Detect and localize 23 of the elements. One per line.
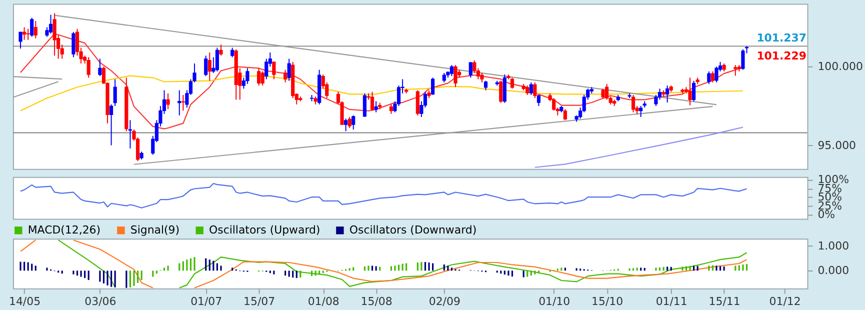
- x-tick-label: 14/05: [9, 294, 41, 308]
- legend-label: Signal(9): [130, 223, 180, 236]
- x-tick-label: 15/08: [360, 294, 392, 308]
- x-tick-label: 01/08: [308, 294, 340, 308]
- y-tick-label: 100.000: [818, 60, 863, 74]
- x-tick-label: 15/11: [708, 294, 740, 308]
- y-tick-label: 0%: [818, 208, 836, 222]
- x-tick-label: 01/10: [538, 294, 570, 308]
- legend-label: MACD(12,26): [28, 223, 101, 236]
- y-tick-label: 95.000: [818, 138, 856, 152]
- annotation: 101.237: [756, 31, 807, 44]
- x-tick-label: 03/06: [84, 294, 116, 308]
- x-tick-label: 01/07: [190, 294, 222, 308]
- x-tick-label: 01/12: [769, 294, 801, 308]
- x-tick-label: 15/10: [592, 294, 624, 308]
- annotation: 101.229: [756, 49, 807, 62]
- x-tick-label: 02/09: [428, 294, 460, 308]
- x-tick-label: 15/07: [244, 294, 276, 308]
- legend-label: Oscillators (Upward): [209, 223, 320, 236]
- x-tick-label: 01/11: [656, 294, 688, 308]
- legend-label: Oscillators (Downward): [349, 223, 477, 236]
- y-tick-label: 0.000: [818, 264, 850, 278]
- y-tick-label: 1.000: [818, 239, 850, 252]
